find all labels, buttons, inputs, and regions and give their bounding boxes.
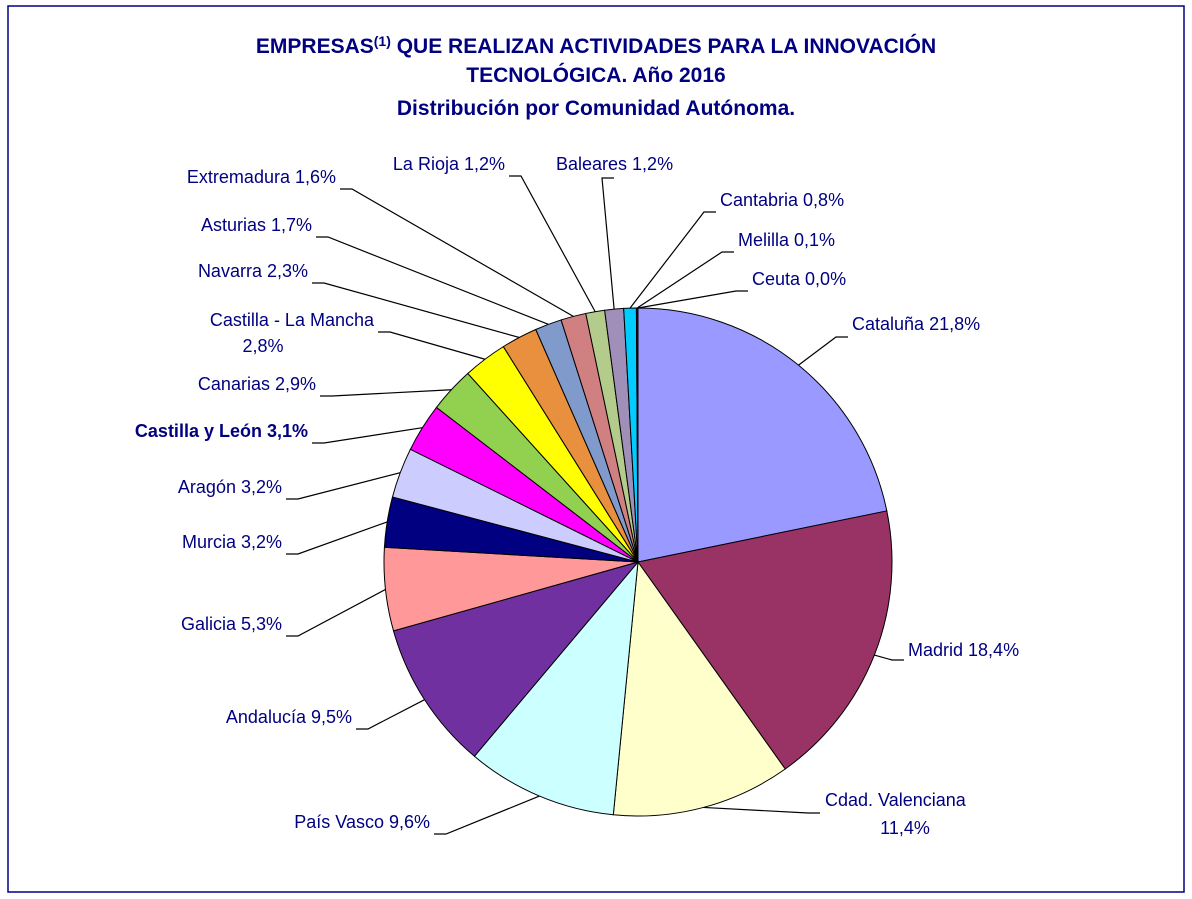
label-value: 3,2% (241, 532, 282, 552)
leader-line (312, 427, 423, 444)
label-value: 1,7% (271, 215, 312, 235)
title-part: QUE REALIZAN ACTIVIDADES PARA LA INNOVAC… (391, 34, 936, 58)
data-label: Cantabria 0,8% (720, 190, 844, 210)
label-value: 18,4% (968, 640, 1019, 660)
label-value: 1,2% (632, 154, 673, 174)
label-value: 3,1% (267, 421, 308, 441)
label-name: Canarias (198, 374, 270, 394)
data-label: Cataluña 21,8% (852, 314, 980, 334)
leader-line (286, 588, 386, 637)
data-label: Ceuta 0,0% (752, 269, 846, 289)
label-value: 3,2% (241, 477, 282, 497)
pie-slice (637, 307, 888, 563)
label-name: Navarra (198, 261, 263, 281)
leader-line (703, 806, 820, 814)
label-name: Madrid (908, 640, 963, 660)
leader-line (320, 389, 452, 397)
pie-slice (637, 510, 893, 770)
label-name: Galicia (181, 614, 237, 634)
leader-line (509, 175, 596, 312)
leader-line (316, 236, 549, 325)
data-label: Asturias 1,7% (201, 215, 312, 235)
label-name: Cataluña (852, 314, 925, 334)
leader-line (312, 282, 520, 339)
data-label: Castilla y León 3,1% (135, 421, 308, 441)
label-value: 9,6% (389, 812, 430, 832)
label-value: 0,8% (803, 190, 844, 210)
label-value: 21,8% (929, 314, 980, 334)
label-value: 5,3% (241, 614, 282, 634)
data-label: Cdad. Valenciana (825, 790, 967, 810)
leader-line (286, 472, 401, 500)
label-name: Murcia (182, 532, 237, 552)
label-name: Andalucía (226, 707, 307, 727)
label-value: 0,1% (794, 230, 835, 250)
data-label: Navarra 2,3% (198, 261, 308, 281)
label-value: 1,6% (295, 167, 336, 187)
label-name: Castilla y León (135, 421, 262, 441)
label-name: Aragón (178, 477, 236, 497)
data-label: Baleares 1,2% (556, 154, 673, 174)
data-label: La Rioja 1,2% (393, 154, 505, 174)
leader-line (434, 795, 540, 835)
data-label: Murcia 3,2% (182, 532, 282, 552)
data-label: Melilla 0,1% (738, 230, 835, 250)
label-value: 2,9% (275, 374, 316, 394)
label-name: Ceuta (752, 269, 801, 289)
label-value: 2,3% (267, 261, 308, 281)
pie-slice (473, 560, 639, 816)
chart-title: EMPRESAS(1) QUE REALIZAN ACTIVIDADES PAR… (256, 33, 936, 58)
leader-line (378, 331, 486, 360)
data-label: 11,4% (880, 818, 930, 838)
leader-line (340, 188, 574, 317)
label-value: 0,0% (805, 269, 846, 289)
label-name: Cdad. Valenciana (825, 790, 967, 810)
chart-subtitle: Distribución por Comunidad Autónoma. (397, 97, 795, 120)
label-value: 1,2% (464, 154, 505, 174)
label-name: La Rioja (393, 154, 460, 174)
label-name: Castilla - La Mancha (210, 310, 375, 330)
data-label: Castilla - La Mancha (210, 310, 375, 330)
label-name: Cantabria (720, 190, 799, 210)
leader-line (637, 290, 748, 309)
leader-line (286, 521, 388, 555)
leader-line (601, 177, 615, 310)
title-part: EMPRESAS (256, 35, 374, 58)
label-name: País Vasco (294, 812, 384, 832)
label-name: Baleares (556, 154, 627, 174)
data-label: 2,8% (242, 336, 283, 356)
chart-title: TECNOLÓGICA. Año 2016 (466, 63, 725, 87)
data-label: Madrid 18,4% (908, 640, 1019, 660)
label-name: Melilla (738, 230, 790, 250)
leader-line (874, 654, 904, 661)
data-label: Canarias 2,9% (198, 374, 316, 394)
leader-line (636, 251, 734, 309)
data-label: Extremadura 1,6% (187, 167, 336, 187)
label-name: Extremadura (187, 167, 291, 187)
leader-line (356, 699, 425, 730)
leader-line (629, 211, 716, 309)
label-value: 9,5% (311, 707, 352, 727)
title-note: (1) (374, 33, 391, 49)
data-label: Andalucía 9,5% (226, 707, 352, 727)
data-label: Aragón 3,2% (178, 477, 282, 497)
data-label: País Vasco 9,6% (294, 812, 430, 832)
label-name: Asturias (201, 215, 266, 235)
leader-line (798, 336, 848, 366)
data-label: Galicia 5,3% (181, 614, 282, 634)
